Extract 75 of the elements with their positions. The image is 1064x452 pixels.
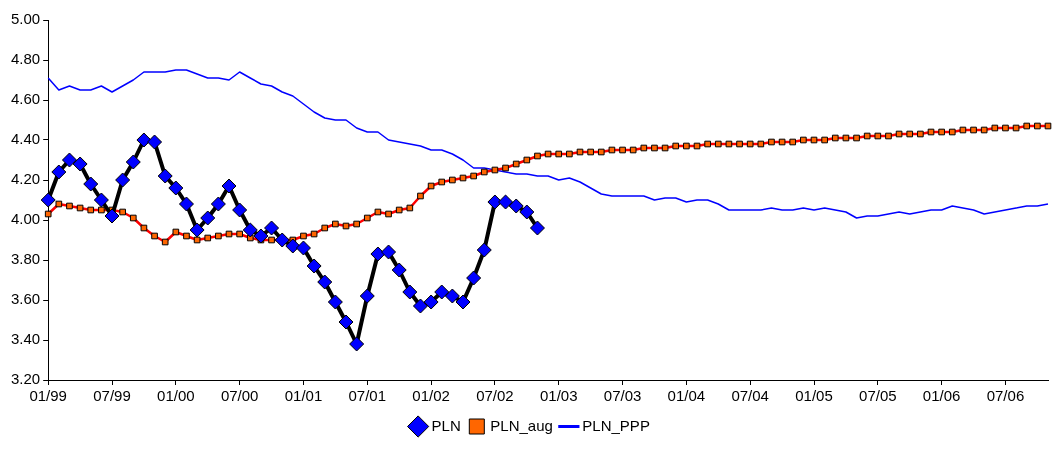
y-tick-label: 3.80 (10, 250, 41, 268)
point (264, 220, 280, 236)
point (434, 284, 450, 300)
x-tick-label: 01/02 (412, 387, 450, 405)
point (327, 294, 343, 310)
y-tick-label: 4.60 (10, 90, 41, 108)
point (210, 196, 226, 212)
y-tick-label: 3.20 (10, 370, 41, 388)
point (508, 198, 524, 214)
point (519, 204, 535, 220)
x-tick-label: 07/00 (220, 387, 259, 405)
point (168, 180, 184, 196)
y-tick-label: 4.40 (10, 130, 41, 148)
y-tick-label: 5.00 (10, 10, 41, 28)
point (498, 194, 514, 210)
legend-label: PLN (431, 416, 461, 434)
point (423, 294, 439, 310)
point (466, 270, 482, 286)
point (338, 314, 354, 330)
x-tick-label: 01/03 (539, 387, 578, 405)
point (455, 294, 471, 310)
point (221, 178, 237, 194)
point (529, 220, 545, 236)
point (157, 168, 173, 184)
point (93, 192, 109, 208)
point (104, 208, 120, 224)
point (189, 222, 205, 238)
point (253, 228, 269, 244)
legend-label: PLN_aug (490, 416, 553, 434)
point (72, 156, 88, 172)
x-tick-label: 01/05 (795, 387, 833, 405)
point (381, 244, 397, 260)
point (402, 284, 418, 300)
point (370, 246, 386, 262)
x-tick-label: 01/06 (922, 387, 961, 405)
x-tick-label: 07/02 (476, 387, 514, 405)
point (178, 196, 194, 212)
x-tick-label: 07/04 (731, 387, 769, 405)
point (349, 336, 365, 352)
point (200, 210, 216, 226)
x-tick-label: 07/99 (93, 387, 131, 405)
y-tick-label: 4.80 (10, 50, 41, 68)
point (115, 172, 131, 188)
y-tick-label: 3.60 (10, 290, 41, 308)
point (242, 222, 258, 238)
point (147, 134, 163, 150)
point (125, 154, 141, 170)
x-tick-label: 07/05 (859, 387, 897, 405)
point (391, 262, 407, 278)
point (83, 176, 99, 192)
y-tick-label: 4.20 (10, 170, 41, 188)
point (295, 240, 311, 256)
point (412, 298, 428, 314)
point (285, 238, 301, 254)
x-tick-label: 01/01 (284, 387, 323, 405)
point (51, 164, 67, 180)
x-tick-label: 07/01 (348, 387, 387, 405)
point (61, 152, 77, 168)
point (274, 232, 290, 248)
x-tick-label: 07/06 (986, 387, 1025, 405)
x-tick-label: 01/00 (157, 387, 195, 405)
point (317, 274, 333, 290)
point (476, 242, 492, 258)
x-tick-label: 01/99 (29, 387, 67, 405)
point (306, 258, 322, 274)
x-tick-label: 07/03 (603, 387, 642, 405)
point (136, 132, 152, 148)
point (232, 202, 248, 218)
y-tick-label: 4.00 (10, 210, 41, 228)
x-tick-label: 01/04 (667, 387, 706, 405)
point (444, 288, 460, 304)
point (40, 192, 56, 208)
point (359, 288, 375, 304)
y-tick-label: 3.40 (10, 330, 41, 348)
legend-label: PLN_PPP (582, 416, 650, 434)
